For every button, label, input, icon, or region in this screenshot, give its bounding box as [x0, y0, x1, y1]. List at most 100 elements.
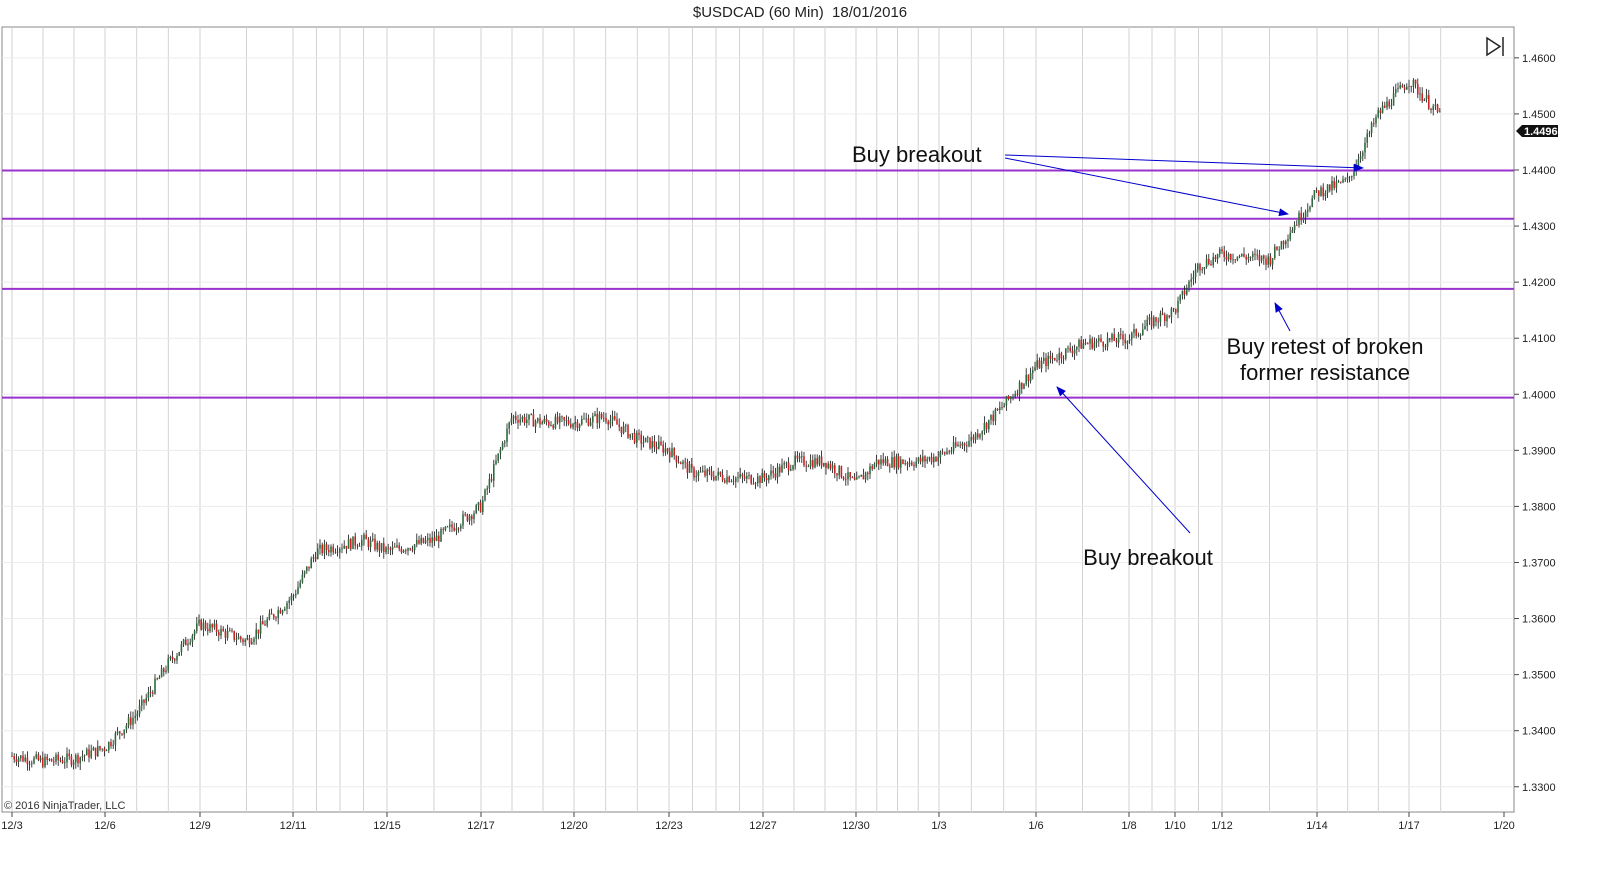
candle-body [68, 753, 70, 757]
candle-body [48, 759, 51, 760]
candle-body [1267, 256, 1269, 265]
candle-body [908, 462, 911, 465]
candle-body [878, 459, 880, 465]
annotation-layer: Buy breakout Buy retest of broken former… [852, 142, 1423, 570]
candle-body [457, 528, 460, 530]
candle-body [1126, 340, 1129, 344]
candle-body [992, 414, 994, 422]
candle-body [473, 513, 475, 520]
candle-body [444, 526, 447, 530]
candle-body [1133, 329, 1135, 333]
candle-body [519, 419, 521, 423]
x-tick-label: 1/20 [1493, 820, 1514, 832]
candle-body [53, 761, 55, 763]
candle-body [1183, 290, 1186, 295]
price-axis[interactable]: 1.3300 1.3400 1.3500 1.3600 1.3700 1.3800 1.39… [1514, 53, 1556, 794]
candle-body [70, 756, 73, 765]
candle-body [541, 422, 543, 425]
candle-body [761, 473, 763, 483]
candle-body [1423, 99, 1426, 101]
y-tick-label: 1.4400 [1522, 165, 1556, 177]
candle-body [136, 713, 139, 716]
candle-body [1313, 190, 1316, 198]
candle-body [660, 441, 662, 445]
grid-layer [2, 27, 1514, 812]
candle-body [988, 419, 990, 430]
candle-body [999, 407, 1001, 411]
candle-body [306, 566, 308, 572]
candle-body [517, 419, 519, 423]
candle-body [171, 656, 174, 660]
candle-body [64, 762, 66, 764]
candle-body [167, 658, 169, 671]
candle-body [603, 417, 605, 419]
candle-body [156, 678, 158, 680]
candle-body [90, 750, 92, 758]
candle-body [50, 759, 53, 762]
candle-body [719, 471, 722, 476]
x-tick-label: 1/12 [1211, 820, 1232, 832]
candle-body [1282, 241, 1285, 245]
candle-body [816, 458, 818, 465]
candle-body [996, 408, 999, 411]
candle-body [1225, 257, 1228, 260]
candle-body [1111, 334, 1113, 340]
candle-body [402, 550, 405, 553]
candle-body [737, 477, 739, 478]
candle-body [37, 754, 40, 761]
candle-body [1436, 104, 1439, 113]
candle-body [556, 416, 559, 423]
candle-body [1203, 267, 1206, 270]
candle-body [356, 545, 359, 547]
y-tick-label: 1.3800 [1522, 501, 1556, 513]
candle-body [1335, 181, 1338, 188]
candle-body [431, 537, 433, 543]
candle-body [574, 421, 576, 425]
candle-body [963, 443, 966, 446]
candle-body [468, 515, 471, 521]
candle-body [132, 717, 134, 725]
candle-body [75, 755, 77, 763]
candle-body [790, 469, 792, 471]
candle-body [147, 692, 150, 699]
candle-body [581, 418, 583, 425]
candle-body [902, 459, 904, 464]
candle-body [462, 514, 464, 526]
candle-body [812, 460, 814, 468]
annotation-arrow [1274, 302, 1291, 332]
candle-body [174, 659, 176, 661]
candle-body [970, 436, 972, 441]
candle-body [952, 442, 955, 451]
candle-body [1038, 360, 1041, 369]
candle-body [26, 757, 29, 765]
candle-body [578, 424, 581, 428]
candle-body [933, 457, 935, 463]
candle-body [321, 544, 323, 554]
candle-body [158, 677, 161, 679]
candle-body [290, 595, 293, 601]
candle-body [266, 619, 268, 626]
candle-body [928, 457, 931, 460]
candle-body [906, 463, 909, 465]
candle-body [130, 717, 132, 725]
candle-body [61, 760, 64, 764]
candle-body [875, 459, 878, 465]
candle-body [697, 471, 700, 477]
y-tick-label: 1.4100 [1522, 333, 1556, 345]
candle-body [728, 476, 730, 482]
play-to-end-icon[interactable] [1486, 36, 1504, 57]
y-tick-label: 1.3300 [1522, 782, 1556, 794]
annotation-arrow [1056, 386, 1191, 534]
candle-body [763, 473, 766, 478]
candle-body [572, 424, 574, 428]
candle-body [759, 476, 761, 483]
candle-body [611, 416, 614, 421]
candle-body [1351, 175, 1353, 177]
x-tick-label: 12/30 [842, 820, 870, 832]
candle-body [508, 422, 510, 429]
candle-body [317, 548, 319, 559]
time-axis[interactable]: 12/3 12/6 12/9 12/11 12/15 12/17 12/20 12/23 12/… [1, 812, 1515, 832]
candle-body [1001, 407, 1003, 408]
candle-body [609, 420, 612, 425]
